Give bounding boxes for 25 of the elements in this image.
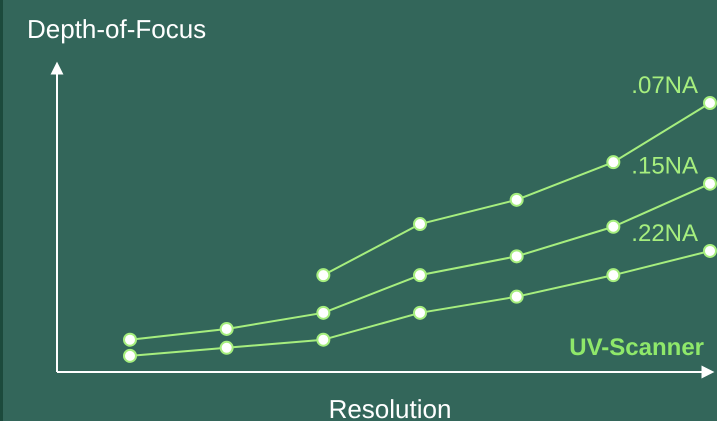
annotation: UV-Scanner [569, 334, 704, 361]
series-label: .22NA [631, 220, 698, 247]
point [413, 268, 427, 282]
point [413, 217, 427, 232]
point [123, 332, 137, 347]
chart-title: Depth-of-Focus [27, 14, 206, 44]
point [316, 332, 330, 347]
series-label: .15NA [631, 152, 698, 180]
point [510, 249, 524, 264]
point [220, 340, 234, 355]
point [606, 220, 620, 234]
point [703, 96, 717, 110]
point [316, 306, 330, 320]
point [606, 155, 620, 170]
point [316, 268, 330, 282]
point [510, 192, 524, 207]
x-axis-title: Resolution [328, 394, 452, 421]
point [220, 322, 234, 336]
point [123, 348, 137, 363]
point [413, 306, 427, 320]
point [606, 268, 620, 282]
series-label: .07NA [631, 72, 698, 99]
point [510, 290, 524, 304]
point [703, 244, 717, 258]
point [703, 176, 717, 191]
